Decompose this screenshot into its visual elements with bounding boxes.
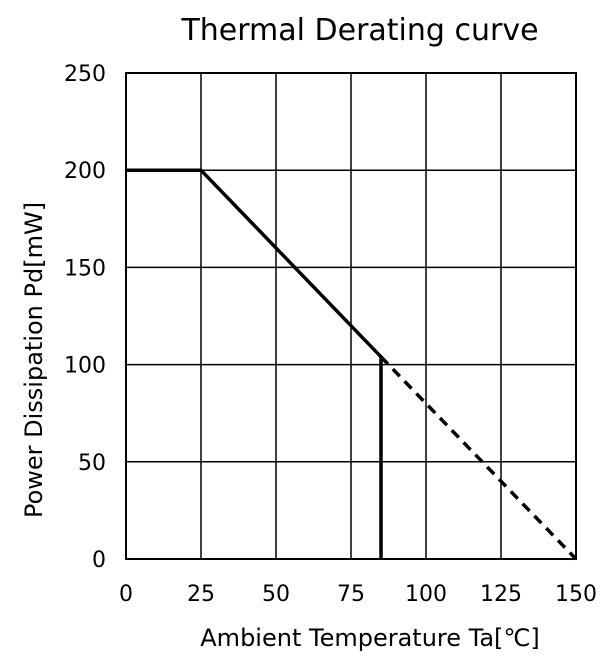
y-tick-label: 200	[64, 159, 106, 184]
x-tick-label: 50	[262, 582, 290, 607]
x-tick-label: 25	[187, 582, 215, 607]
series-lines	[126, 168, 578, 561]
x-axis-label: Ambient Temperature Ta[℃]	[200, 624, 539, 652]
y-tick-label: 0	[92, 548, 106, 573]
x-tick-label: 100	[405, 582, 447, 607]
x-tick-label: 0	[119, 582, 133, 607]
x-tick-label: 150	[555, 582, 597, 607]
chart-title: Thermal Derating curve	[180, 13, 538, 48]
y-tick-label: 250	[64, 62, 106, 87]
plot-frame	[125, 72, 577, 560]
x-tick-labels: 0 25 50 75 100 125 150	[119, 582, 597, 607]
x-tick-label: 125	[480, 582, 522, 607]
y-tick-label: 100	[64, 354, 106, 379]
y-tick-label: 50	[78, 451, 106, 476]
y-tick-label: 150	[64, 256, 106, 281]
x-tick-label: 75	[337, 582, 365, 607]
dashed-series-line-2	[379, 355, 578, 561]
y-axis-label: Power Dissipation Pd[mW]	[20, 202, 48, 518]
grid-lines	[125, 72, 577, 560]
y-tick-labels: 0 50 100 150 200 250	[64, 62, 106, 573]
